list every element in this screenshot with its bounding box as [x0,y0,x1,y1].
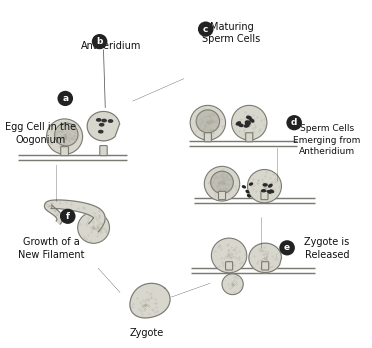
Ellipse shape [249,118,254,123]
FancyBboxPatch shape [246,133,253,142]
Circle shape [46,119,83,154]
Ellipse shape [96,118,102,122]
Circle shape [279,240,295,255]
Ellipse shape [245,121,251,125]
Ellipse shape [98,130,104,134]
Text: c: c [203,25,208,34]
Text: d: d [291,118,297,127]
Ellipse shape [269,189,274,193]
Polygon shape [130,283,170,318]
Circle shape [196,110,219,133]
Ellipse shape [246,116,252,120]
Ellipse shape [263,183,268,187]
FancyBboxPatch shape [262,262,269,270]
Circle shape [198,22,214,37]
FancyBboxPatch shape [61,147,68,156]
Ellipse shape [245,120,251,124]
FancyBboxPatch shape [100,145,107,156]
Ellipse shape [261,189,266,192]
Circle shape [60,209,76,224]
FancyBboxPatch shape [261,191,268,200]
Ellipse shape [99,123,105,127]
Circle shape [190,105,225,140]
Ellipse shape [101,119,107,122]
Ellipse shape [246,190,250,193]
Ellipse shape [249,182,253,186]
Ellipse shape [242,185,246,189]
Ellipse shape [244,124,250,128]
Polygon shape [87,111,119,141]
Text: b: b [96,37,103,46]
Circle shape [211,238,247,273]
Circle shape [222,274,243,295]
Text: Zygote is
Released: Zygote is Released [304,237,350,260]
Circle shape [204,166,240,201]
Text: a: a [62,94,68,103]
Ellipse shape [247,194,251,198]
Text: e: e [284,243,290,252]
Text: Growth of a
New Filament: Growth of a New Filament [18,237,84,260]
Circle shape [78,212,109,243]
Text: f: f [66,212,70,221]
Polygon shape [249,243,282,272]
Circle shape [231,105,267,140]
Ellipse shape [268,184,273,188]
Ellipse shape [267,190,272,194]
Text: Maturing
Sperm Cells: Maturing Sperm Cells [202,22,261,44]
Text: Antheridium: Antheridium [81,41,141,52]
FancyBboxPatch shape [218,191,225,200]
FancyBboxPatch shape [204,133,211,142]
Polygon shape [44,200,105,232]
Ellipse shape [235,121,241,126]
Circle shape [55,123,78,146]
Circle shape [247,169,282,203]
Ellipse shape [238,123,244,127]
Circle shape [286,115,302,130]
Ellipse shape [108,119,113,123]
Circle shape [92,34,108,49]
FancyBboxPatch shape [225,262,232,270]
Circle shape [58,91,73,106]
Text: Egg Cell in the
Oogonium: Egg Cell in the Oogonium [5,122,76,145]
Circle shape [211,171,233,193]
Text: Sperm Cells
Emerging from
Antheridium: Sperm Cells Emerging from Antheridium [294,125,361,156]
Text: Zygote: Zygote [129,328,164,338]
